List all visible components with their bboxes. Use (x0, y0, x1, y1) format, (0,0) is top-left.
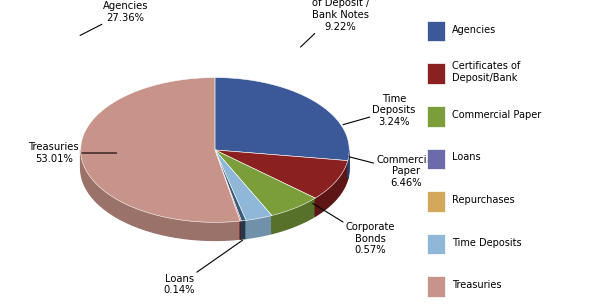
Polygon shape (315, 161, 348, 216)
Polygon shape (215, 77, 349, 161)
Bar (427, 191, 445, 212)
Text: Corporate
Bonds
0.57%: Corporate Bonds 0.57% (313, 203, 395, 255)
Bar (427, 149, 445, 169)
Bar (427, 234, 445, 254)
Polygon shape (241, 220, 246, 239)
Text: Treasuries: Treasuries (451, 280, 501, 290)
Polygon shape (215, 150, 348, 198)
Text: Time Deposits: Time Deposits (451, 237, 521, 248)
Text: Time
Deposits
3.24%: Time Deposits 3.24% (343, 94, 416, 127)
Polygon shape (215, 150, 246, 221)
Text: Certificates of
Deposit/Bank: Certificates of Deposit/Bank (451, 62, 520, 83)
Text: Loans: Loans (451, 152, 480, 162)
Polygon shape (272, 198, 315, 233)
Bar (427, 276, 445, 297)
Polygon shape (81, 77, 240, 222)
Text: Commercial Paper: Commercial Paper (451, 110, 541, 120)
Bar (427, 106, 445, 127)
Text: Certificates
of Deposit /
Bank Notes
9.22%: Certificates of Deposit / Bank Notes 9.2… (300, 0, 369, 47)
Text: Treasuries
53.01%: Treasuries 53.01% (29, 142, 116, 164)
Bar (427, 63, 445, 84)
Text: Loans
0.14%: Loans 0.14% (164, 240, 242, 295)
Polygon shape (246, 215, 272, 238)
Polygon shape (240, 221, 241, 239)
Polygon shape (81, 150, 240, 241)
Polygon shape (215, 150, 241, 221)
Polygon shape (348, 150, 349, 179)
Text: Agencies
27.36%: Agencies 27.36% (80, 2, 148, 35)
Text: Agencies: Agencies (451, 24, 496, 35)
Polygon shape (215, 150, 315, 215)
Text: Commercial
Paper
6.46%: Commercial Paper 6.46% (349, 155, 436, 188)
Text: Repurchases: Repurchases (451, 195, 514, 205)
Bar (427, 21, 445, 41)
Polygon shape (215, 150, 272, 220)
